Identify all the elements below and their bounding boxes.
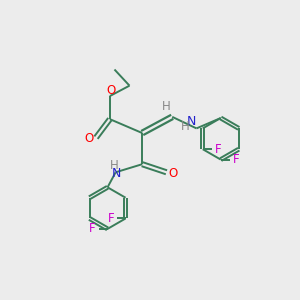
Text: O: O	[168, 167, 178, 180]
Text: O: O	[84, 132, 94, 145]
Text: N: N	[187, 115, 196, 128]
Text: H: H	[162, 100, 171, 113]
Text: F: F	[215, 143, 222, 156]
Text: N: N	[112, 167, 122, 180]
Text: F: F	[233, 153, 240, 166]
Text: H: H	[110, 159, 119, 172]
Text: H: H	[181, 120, 189, 133]
Text: F: F	[89, 222, 96, 236]
Text: F: F	[108, 212, 114, 225]
Text: O: O	[107, 84, 116, 97]
